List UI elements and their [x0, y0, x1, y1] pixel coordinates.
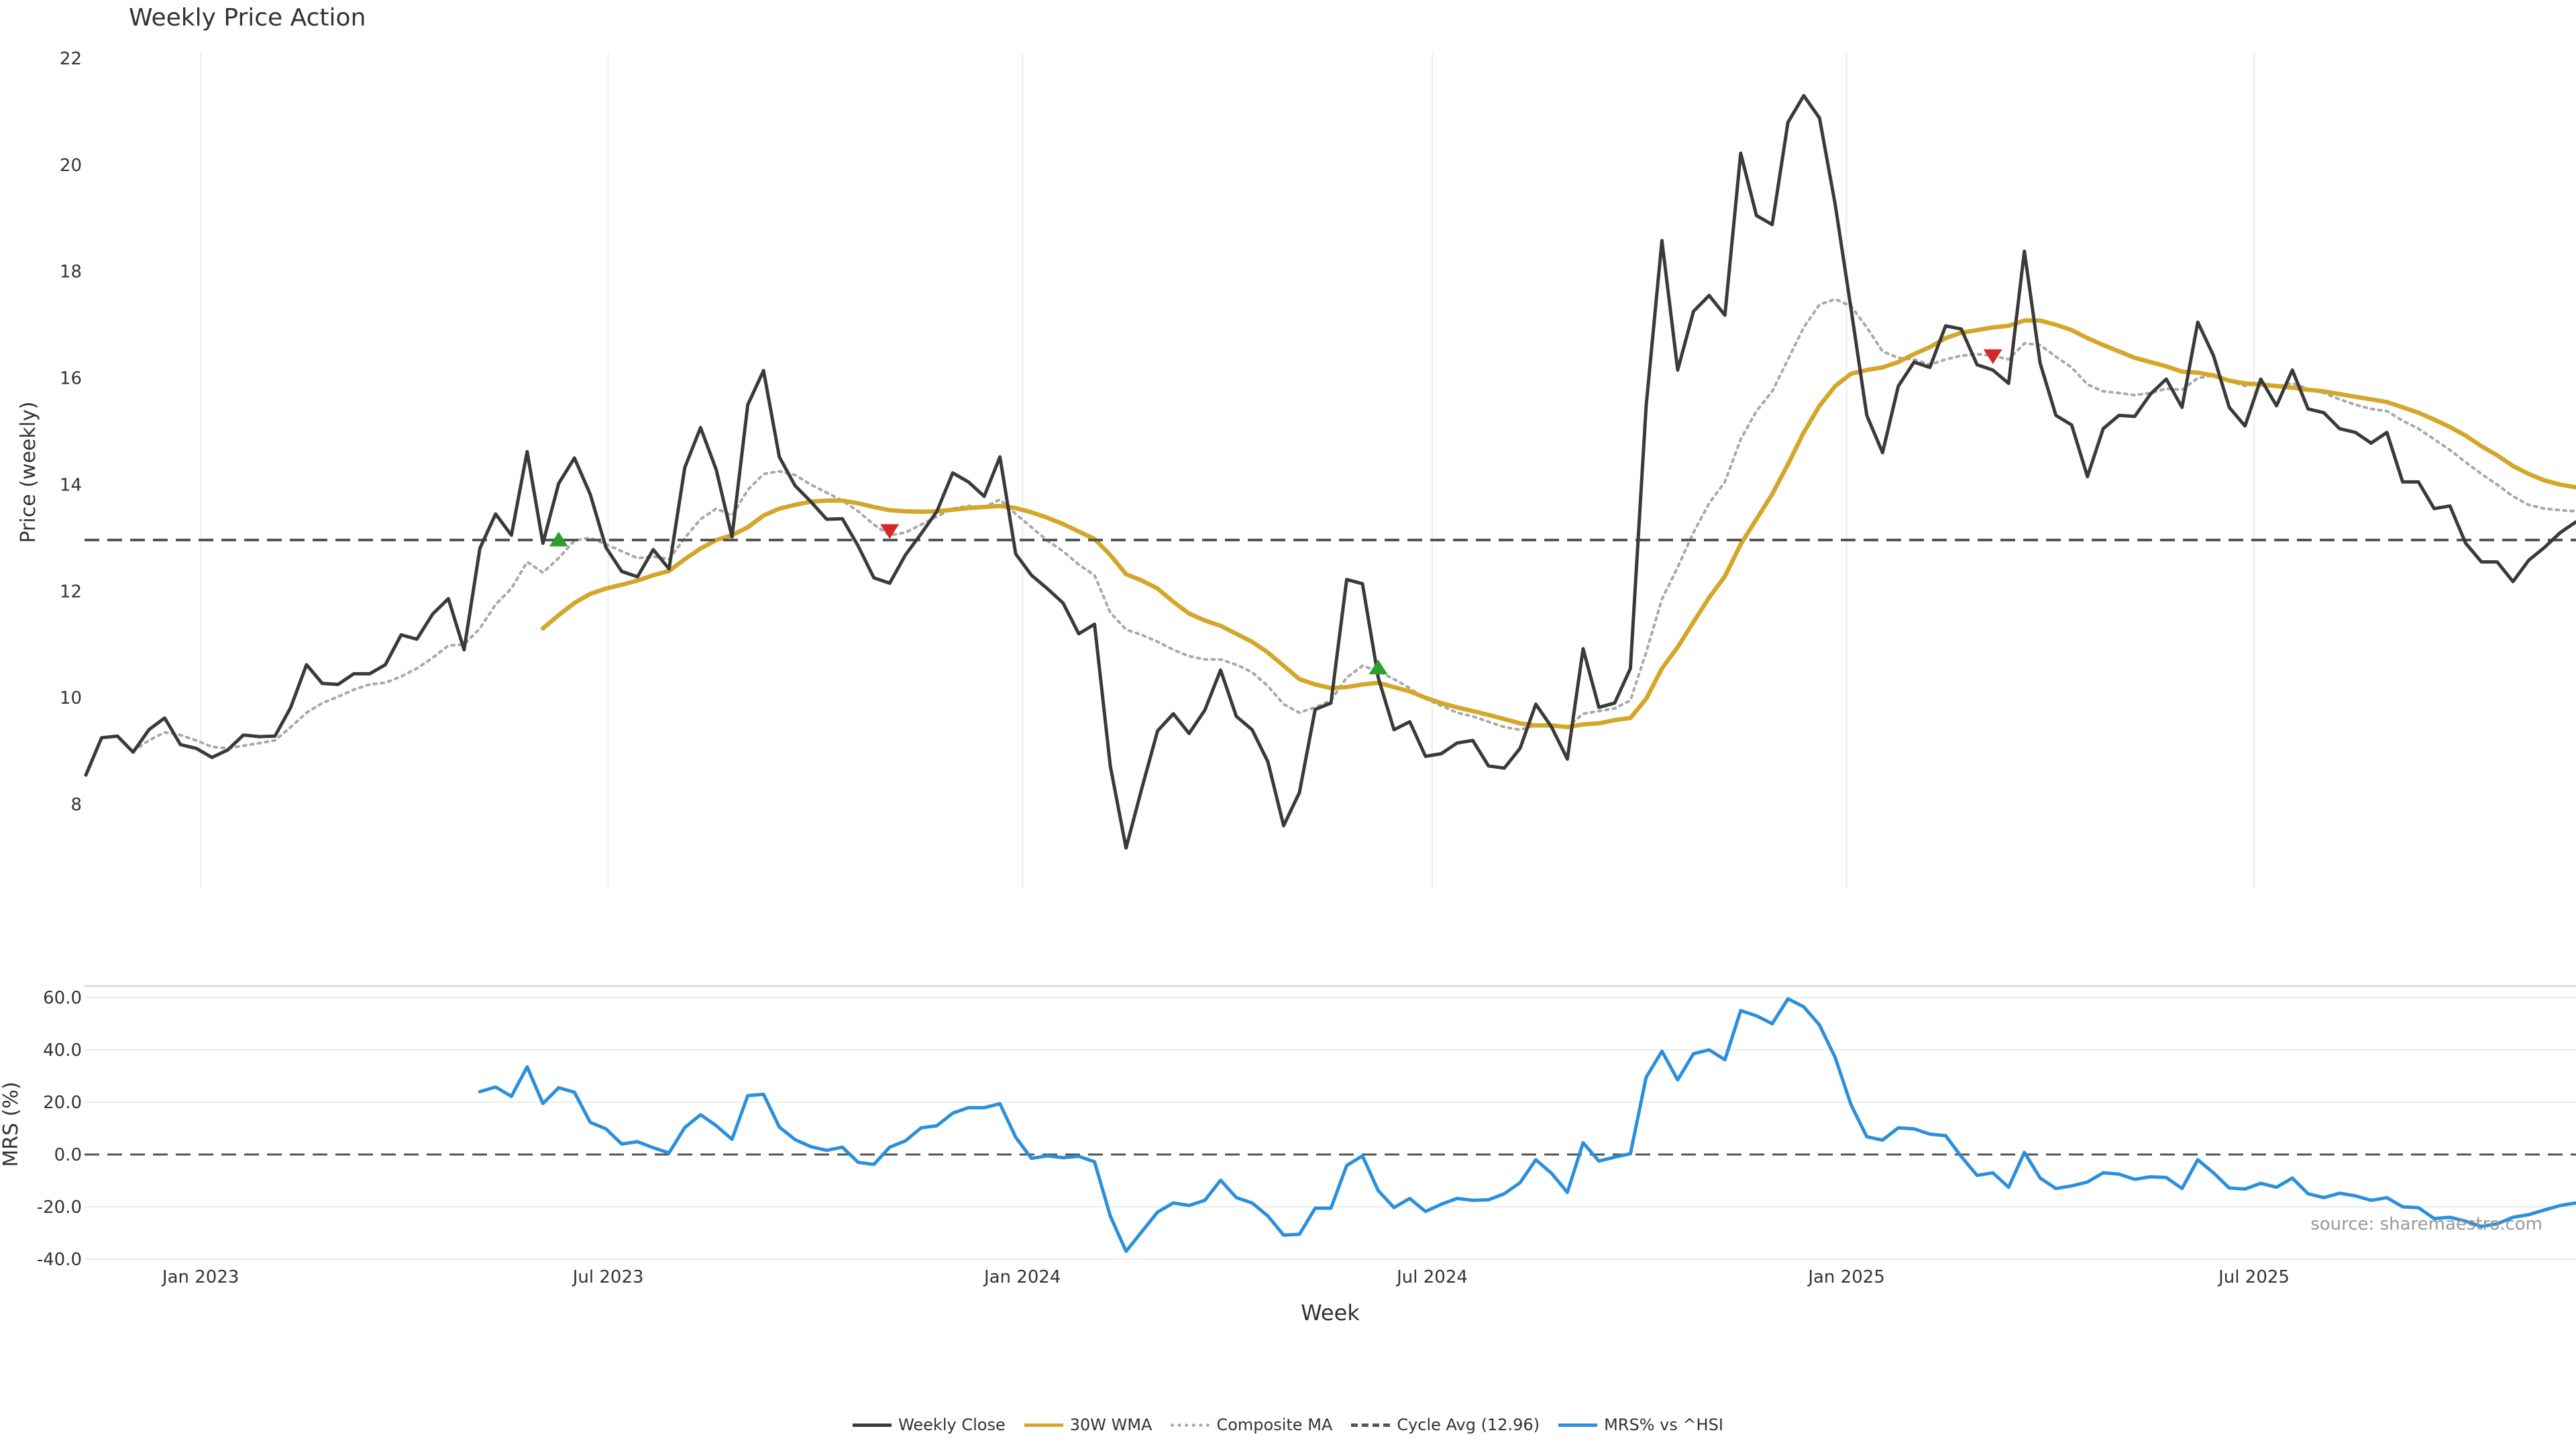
- mrs-grid: [85, 997, 2576, 1260]
- legend-swatch-mrs-vs-hsi: [1558, 1423, 1598, 1427]
- series-composite-ma: [131, 298, 2576, 753]
- mrs-y-tick-40-0: -40.0: [37, 1250, 82, 1270]
- legend-swatch-weekly-close: [853, 1423, 892, 1427]
- price-y-tick-22: 22: [60, 49, 82, 69]
- mrs-y-axis-ticks: -40.0 -20.0 0.0 20.0 40.0 60.0: [37, 988, 82, 1270]
- chart-title: Weekly Price Action: [129, 4, 366, 32]
- x-axis-ticks: Jan 2023 Jul 2023 Jan 2024 Jul 2024 Jan 2025…: [161, 1267, 2290, 1287]
- series-mrs-vs-hsi: [478, 997, 2576, 1253]
- mrs-y-tick-20-0: -20.0: [37, 1197, 82, 1218]
- legend-swatch-composite-ma: [1171, 1423, 1210, 1427]
- legend-label-cycle-avg-12-96: Cycle Avg (12.96): [1397, 1415, 1540, 1434]
- mrs-y-tick-40-0: 40.0: [43, 1040, 82, 1061]
- legend-item-weekly-close: Weekly Close: [853, 1415, 1006, 1434]
- legend-swatch-cycle-avg-12-96: [1351, 1423, 1391, 1427]
- sell-signal-marker-4: [1983, 349, 2002, 364]
- x-tick-label-jul-2024: Jul 2024: [1395, 1267, 1468, 1287]
- price-y-tick-10: 10: [60, 688, 82, 708]
- mrs-y-axis-label: MRS (%): [0, 1081, 23, 1167]
- legend-label-composite-ma: Composite MA: [1216, 1415, 1333, 1434]
- legend-swatch-30w-wma: [1024, 1423, 1063, 1427]
- x-tick-label-jan-2025: Jan 2025: [1807, 1267, 1885, 1287]
- source-note: source: sharemaestro.com: [2310, 1214, 2542, 1234]
- x-axis-label: Week: [1301, 1300, 1360, 1326]
- mrs-y-tick-60-0: 60.0: [43, 988, 82, 1008]
- x-tick-label-jan-2023: Jan 2023: [161, 1267, 239, 1287]
- price-y-tick-12: 12: [60, 582, 82, 602]
- legend: Weekly Close 30W WMA Composite MA Cycle Avg…: [0, 1415, 2576, 1434]
- mrs-y-tick-0-0: 0.0: [54, 1145, 82, 1165]
- signal-markers: [549, 349, 2002, 675]
- legend-item-composite-ma: Composite MA: [1171, 1415, 1332, 1434]
- sell-signal-marker-2: [880, 524, 900, 539]
- legend-label-mrs-vs-hsi: MRS% vs ^HSI: [1604, 1415, 1723, 1434]
- price-y-tick-20: 20: [60, 156, 82, 176]
- price-y-tick-14: 14: [60, 475, 82, 495]
- series-30w-wma: [541, 318, 2576, 730]
- mrs-y-tick-20-0: 20.0: [43, 1093, 82, 1113]
- price-y-tick-18: 18: [60, 262, 82, 282]
- price-series-layer: [84, 94, 2576, 850]
- buy-signal-marker-3: [1368, 659, 1388, 675]
- legend-label-30w-wma: 30W WMA: [1069, 1415, 1152, 1434]
- legend-item-cycle-avg-12-96: Cycle Avg (12.96): [1351, 1415, 1540, 1434]
- x-tick-label-jan-2024: Jan 2024: [983, 1267, 1061, 1287]
- legend-item-mrs-vs-hsi: MRS% vs ^HSI: [1558, 1415, 1723, 1434]
- x-tick-label-jul-2023: Jul 2023: [572, 1267, 644, 1287]
- price-y-axis-ticks: 8 10 12 14 16 18 20 22: [60, 49, 82, 815]
- x-tick-label-jul-2025: Jul 2025: [2217, 1267, 2290, 1287]
- series-weekly-close: [84, 94, 2576, 850]
- price-grid: [200, 54, 2255, 889]
- legend-item-30w-wma: 30W WMA: [1024, 1415, 1152, 1434]
- buy-signal-marker-1: [549, 531, 568, 547]
- price-y-axis-label: Price (weekly): [17, 401, 40, 543]
- price-y-tick-16: 16: [60, 369, 82, 389]
- legend-label-weekly-close: Weekly Close: [898, 1415, 1006, 1434]
- mrs-series-layer: [478, 997, 2576, 1253]
- price-y-tick-8: 8: [70, 795, 82, 815]
